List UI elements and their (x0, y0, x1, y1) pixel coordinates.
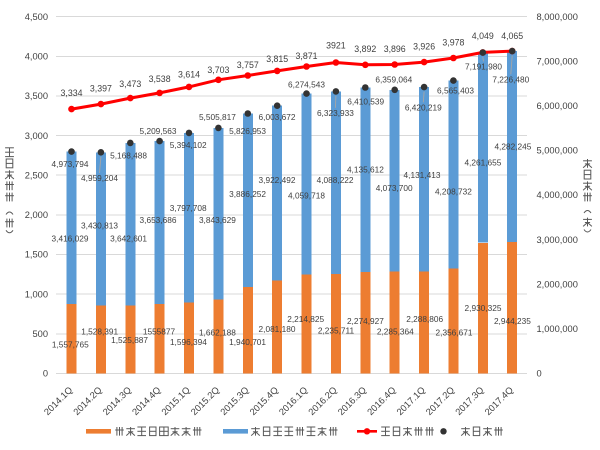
svg-text:6,274,543: 6,274,543 (288, 80, 325, 90)
svg-text:2,944,235: 2,944,235 (494, 316, 531, 326)
svg-text:3,500: 3,500 (25, 91, 48, 101)
svg-text:0: 0 (537, 369, 542, 379)
svg-text:8,000,000: 8,000,000 (537, 12, 578, 22)
svg-text:4,000: 4,000 (25, 52, 48, 62)
svg-text:1,662,188: 1,662,188 (199, 327, 236, 337)
svg-text:4,059,718: 4,059,718 (288, 191, 325, 201)
svg-text:3,922,492: 3,922,492 (259, 175, 296, 185)
svg-text:4,049: 4,049 (472, 31, 494, 41)
svg-text:2,288,806: 2,288,806 (406, 314, 443, 324)
svg-text:7,191,980: 7,191,980 (465, 61, 502, 71)
svg-text:4,261,655: 4,261,655 (464, 158, 501, 168)
svg-text:3,334: 3,334 (60, 88, 82, 98)
svg-text:2,000,000: 2,000,000 (537, 280, 578, 290)
svg-text:5,826,953: 5,826,953 (229, 126, 266, 136)
svg-text:2,930,325: 2,930,325 (465, 303, 502, 313)
svg-text:7,000,000: 7,000,000 (537, 56, 578, 66)
svg-text:5,209,563: 5,209,563 (140, 126, 177, 136)
svg-text:6,565,403: 6,565,403 (437, 86, 474, 96)
svg-text:4,088,222: 4,088,222 (317, 175, 354, 185)
svg-text:4,135,612: 4,135,612 (347, 165, 384, 175)
svg-text:4,208,732: 4,208,732 (435, 186, 472, 196)
svg-text:3,978: 3,978 (442, 38, 464, 48)
svg-text:4,973,794: 4,973,794 (52, 159, 89, 169)
svg-text:5,394,102: 5,394,102 (170, 140, 207, 150)
svg-text:0: 0 (43, 369, 48, 379)
svg-text:7,226,480: 7,226,480 (492, 74, 529, 84)
svg-text:4,073,700: 4,073,700 (376, 183, 413, 193)
svg-text:3,614: 3,614 (178, 70, 200, 80)
svg-text:3,653,686: 3,653,686 (140, 215, 177, 225)
svg-text:2,356,671: 2,356,671 (436, 327, 473, 337)
svg-text:3,926: 3,926 (413, 42, 435, 52)
svg-text:1,000,000: 1,000,000 (537, 324, 578, 334)
svg-text:6,323,933: 6,323,933 (317, 108, 354, 118)
svg-text:4,959,204: 4,959,204 (81, 173, 118, 183)
svg-text:3,473: 3,473 (119, 79, 141, 89)
svg-text:1,528,391: 1,528,391 (81, 327, 118, 337)
svg-text:6,000,000: 6,000,000 (537, 101, 578, 111)
svg-text:6,003,672: 6,003,672 (259, 112, 296, 122)
svg-text:4,282,245: 4,282,245 (494, 141, 531, 151)
svg-text:3,538: 3,538 (149, 74, 171, 84)
svg-text:5,505,817: 5,505,817 (199, 112, 236, 122)
svg-text:6,420,219: 6,420,219 (405, 102, 442, 112)
svg-text:2,214,825: 2,214,825 (287, 314, 324, 324)
svg-text:1,500: 1,500 (25, 250, 48, 260)
svg-text:3,886,252: 3,886,252 (229, 189, 266, 199)
svg-text:2,285,364: 2,285,364 (377, 327, 414, 337)
svg-text:2,500: 2,500 (25, 170, 48, 180)
svg-text:1555877: 1555877 (143, 327, 176, 337)
svg-text:3,000: 3,000 (25, 131, 48, 141)
svg-text:4,065: 4,065 (501, 31, 523, 41)
svg-text:3921: 3921 (326, 41, 346, 51)
svg-text:1,525,887: 1,525,887 (111, 335, 148, 345)
svg-text:500: 500 (32, 329, 48, 339)
svg-text:6,410,539: 6,410,539 (347, 96, 384, 106)
svg-text:3,642,601: 3,642,601 (110, 234, 147, 244)
svg-text:4,131,413: 4,131,413 (404, 170, 441, 180)
svg-text:2,274,927: 2,274,927 (347, 316, 384, 326)
svg-text:5,000,000: 5,000,000 (537, 146, 578, 156)
svg-text:1,940,701: 1,940,701 (229, 337, 266, 347)
svg-text:3,000,000: 3,000,000 (537, 235, 578, 245)
svg-text:1,557,765: 1,557,765 (52, 340, 89, 350)
svg-text:1,596,394: 1,596,394 (170, 337, 207, 347)
svg-text:2,235,711: 2,235,711 (318, 326, 355, 336)
svg-text:5,168,488: 5,168,488 (110, 151, 147, 161)
svg-text:3,815: 3,815 (266, 54, 288, 64)
svg-text:3,430,813: 3,430,813 (81, 221, 118, 231)
svg-text:4,500: 4,500 (25, 12, 48, 22)
svg-text:3,843,629: 3,843,629 (199, 215, 236, 225)
svg-text:3,397: 3,397 (90, 84, 112, 94)
svg-text:3,703: 3,703 (207, 65, 229, 75)
svg-text:3,896: 3,896 (384, 44, 406, 54)
svg-text:3,416,029: 3,416,029 (52, 234, 89, 244)
svg-text:1,000: 1,000 (25, 289, 48, 299)
svg-text:3,892: 3,892 (354, 44, 376, 54)
svg-text:2,081,180: 2,081,180 (259, 324, 296, 334)
svg-text:3,871: 3,871 (295, 51, 317, 61)
svg-text:3,797,708: 3,797,708 (170, 203, 207, 213)
svg-text:4,000,000: 4,000,000 (537, 190, 578, 200)
svg-text:6,359,064: 6,359,064 (375, 74, 412, 84)
svg-text:2,000: 2,000 (25, 210, 48, 220)
svg-text:3,757: 3,757 (237, 60, 259, 70)
